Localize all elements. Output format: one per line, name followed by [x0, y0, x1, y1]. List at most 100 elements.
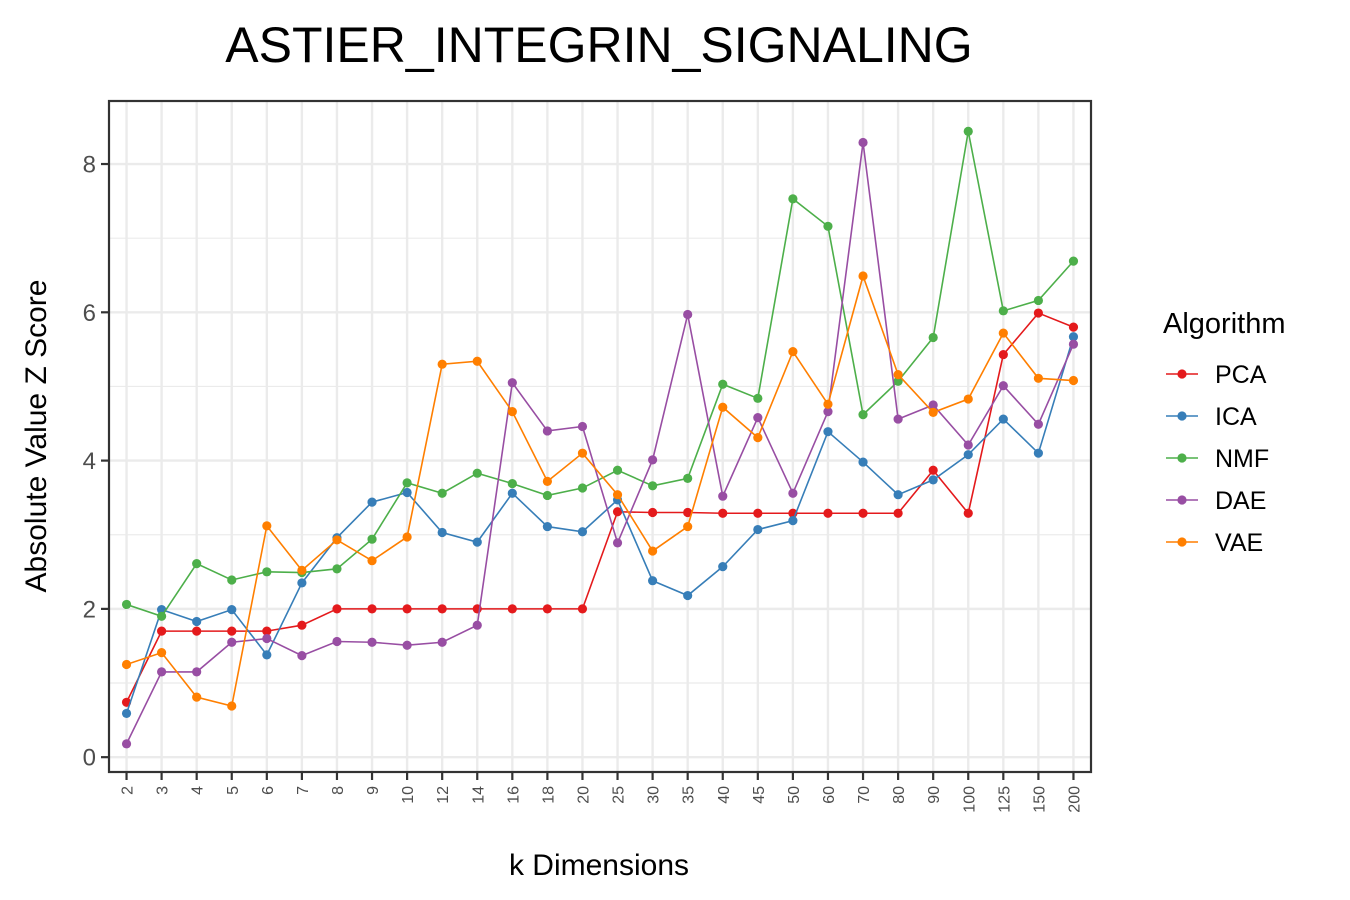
data-point-dae — [893, 414, 903, 424]
data-point-ica — [998, 414, 1008, 424]
data-point-nmf — [472, 468, 482, 478]
data-point-ica — [472, 537, 482, 547]
data-point-nmf — [998, 306, 1008, 316]
y-tick-label: 8 — [83, 152, 96, 179]
data-point-vae — [612, 490, 623, 500]
x-tick-label: 12 — [435, 786, 452, 804]
series-line-nmf — [126, 131, 1075, 618]
data-point-ica — [402, 487, 412, 498]
x-tick-label: 80 — [891, 786, 908, 804]
data-point-dae — [472, 620, 482, 630]
data-point-ica — [928, 475, 938, 485]
data-point-nmf — [718, 379, 728, 389]
x-tick-label: 8 — [330, 786, 347, 795]
data-point-ica — [1033, 448, 1043, 458]
data-point-nmf — [577, 483, 588, 493]
legend-label-vae: VAE — [1215, 529, 1263, 557]
data-point-vae — [402, 532, 412, 542]
x-tick-label: 4 — [190, 786, 207, 795]
data-point-nmf — [963, 126, 973, 136]
data-point-nmf — [858, 410, 868, 420]
data-point-dae — [928, 400, 938, 410]
data-point-pca — [297, 620, 307, 630]
chart-title: ASTIER_INTEGRIN_SIGNALING — [225, 17, 972, 73]
data-point-ica — [437, 527, 447, 538]
data-point-nmf — [507, 478, 517, 489]
data-point-dae — [718, 491, 728, 501]
data-point-vae — [1068, 375, 1079, 386]
grid-minor — [109, 237, 1091, 684]
data-point-pca — [963, 508, 973, 518]
y-tick-label: 2 — [83, 596, 96, 623]
x-tick-label: 3 — [155, 786, 172, 795]
data-point-pca — [1068, 322, 1079, 332]
x-tick-label: 30 — [646, 786, 663, 804]
data-point-nmf — [612, 465, 623, 475]
data-point-pca — [192, 626, 202, 636]
x-tick-label: 7 — [295, 786, 312, 795]
data-point-pca — [262, 626, 272, 636]
data-point-pca — [928, 465, 938, 475]
x-tick-label: 40 — [716, 786, 733, 804]
data-point-dae — [402, 640, 412, 650]
x-tick-label: 90 — [926, 786, 943, 804]
data-point-dae — [297, 650, 307, 661]
data-point-vae — [788, 347, 798, 357]
legend-key-point-pca — [1177, 369, 1187, 379]
data-point-pca — [1033, 308, 1043, 318]
data-point-nmf — [192, 559, 202, 569]
data-point-dae — [753, 412, 763, 423]
x-tick-label: 10 — [400, 786, 417, 804]
data-point-pca — [542, 604, 552, 614]
data-point-vae — [928, 407, 938, 418]
data-point-vae — [718, 402, 728, 412]
x-tick-label: 16 — [505, 786, 522, 804]
data-point-ica — [753, 524, 763, 535]
data-point-ica — [507, 488, 517, 498]
data-point-pca — [858, 508, 868, 518]
data-point-dae — [683, 309, 693, 320]
data-point-pca — [437, 604, 447, 614]
data-point-pca — [227, 626, 237, 636]
data-point-dae — [788, 488, 798, 498]
data-point-ica — [1068, 332, 1079, 342]
data-point-nmf — [928, 332, 938, 343]
data-point-nmf — [1068, 256, 1079, 266]
data-point-pca — [402, 604, 412, 614]
y-tick-label: 4 — [83, 448, 96, 475]
data-point-dae — [823, 407, 833, 417]
data-point-nmf — [683, 473, 693, 483]
x-tick-label: 70 — [856, 786, 873, 804]
data-point-vae — [121, 659, 132, 670]
data-point-dae — [332, 636, 342, 647]
data-point-dae — [121, 739, 132, 749]
legend-label-nmf: NMF — [1215, 445, 1269, 473]
data-point-nmf — [262, 567, 272, 577]
data-point-nmf — [648, 481, 658, 491]
data-point-ica — [192, 616, 202, 627]
data-point-vae — [963, 394, 973, 404]
data-point-ica — [121, 708, 132, 719]
data-point-vae — [823, 399, 833, 409]
series-line-dae — [125, 142, 1075, 745]
data-point-ica — [297, 578, 307, 588]
data-point-vae — [157, 648, 167, 658]
data-point-dae — [998, 381, 1008, 391]
data-point-dae — [648, 455, 658, 465]
data-point-dae — [612, 538, 623, 548]
data-point-dae — [858, 137, 868, 148]
y-axis-title: Absolute Value Z Score — [20, 280, 53, 593]
data-point-ica — [227, 605, 237, 615]
data-point-pca — [332, 604, 342, 614]
data-point-dae — [437, 637, 447, 647]
data-point-vae — [507, 407, 517, 417]
y-axis: 0 2 4 6 8 — [83, 152, 109, 772]
legend-key-point-nmf — [1177, 453, 1187, 463]
data-point-pca — [577, 604, 588, 614]
grid-major — [109, 101, 1091, 772]
data-point-vae — [1033, 373, 1043, 383]
legend: Algorithm PCA ICA NMF DAE VAE — [1163, 308, 1286, 557]
data-point-vae — [577, 448, 588, 458]
